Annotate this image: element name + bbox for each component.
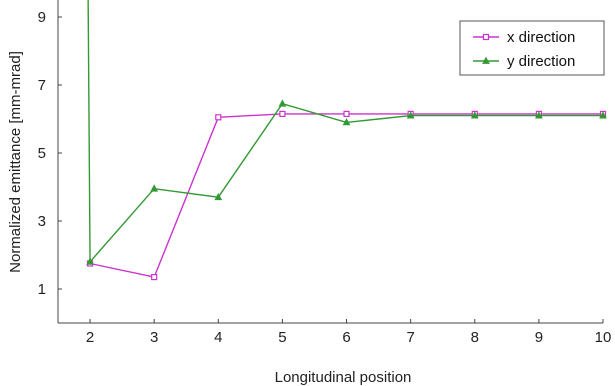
data-point — [406, 111, 415, 119]
data-point — [342, 118, 351, 126]
y-tick-label: 7 — [38, 77, 46, 94]
y-tick-label: 5 — [38, 145, 46, 162]
legend-label: y direction — [507, 53, 575, 70]
data-point — [535, 111, 543, 119]
series-line — [87, 0, 603, 264]
y-tick-label: 3 — [38, 213, 46, 230]
data-point — [279, 110, 286, 118]
legend-swatch-marker — [482, 56, 490, 64]
x-tick-label: 10 — [595, 329, 612, 346]
series-layer — [86, 0, 607, 281]
data-point — [86, 257, 94, 265]
y-axis-title: Normalized emittance [mm-mrad] — [7, 51, 24, 273]
series-line — [89, 113, 603, 278]
x-tick-label: 4 — [214, 329, 222, 346]
data-point — [470, 111, 479, 119]
x-tick-label: 7 — [406, 329, 414, 346]
axes — [57, 0, 603, 324]
data-point — [278, 99, 287, 107]
legend: x direction y direction — [459, 20, 605, 76]
x-tick-label: 9 — [535, 329, 543, 346]
x-tick-label: 2 — [86, 329, 94, 346]
data-point — [151, 274, 158, 281]
data-point — [215, 114, 222, 121]
x-tick-label: 8 — [471, 329, 479, 346]
data-point — [343, 110, 350, 118]
data-point — [599, 111, 607, 119]
x-tick-label: 6 — [342, 329, 350, 346]
legend-box — [459, 20, 605, 76]
legend-swatch-marker — [482, 33, 490, 41]
series-x-direction — [86, 110, 607, 281]
legend-label: x direction — [507, 29, 575, 46]
series-y-direction — [86, 0, 607, 265]
data-point — [214, 192, 223, 201]
x-axis-title: Longitudinal position — [275, 369, 412, 386]
y-tick-label: 9 — [38, 9, 46, 26]
data-point — [150, 184, 159, 192]
ticks: 2 3 4 5 6 7 8 9 10 1 3 5 7 9 — [38, 9, 612, 346]
x-tick-label: 3 — [150, 329, 158, 346]
x-tick-label: 5 — [278, 329, 286, 346]
y-tick-label: 1 — [38, 281, 46, 298]
